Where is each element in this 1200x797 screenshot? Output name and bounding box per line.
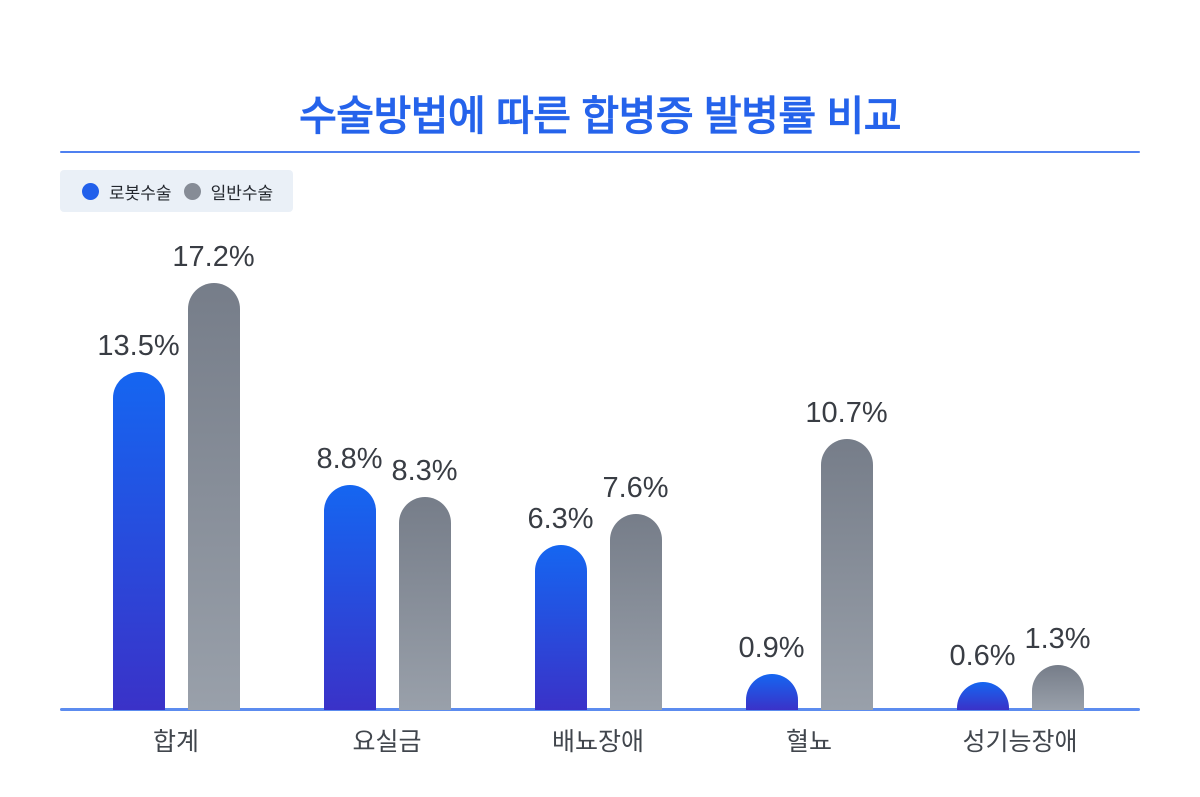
bar-robot bbox=[323, 485, 376, 710]
bar-general bbox=[187, 283, 240, 710]
value-label: 6.3% bbox=[527, 503, 594, 535]
legend-label-robot: 로봇수술 bbox=[109, 183, 172, 203]
bar-robot bbox=[745, 674, 798, 710]
category-label: 합계 bbox=[152, 728, 199, 756]
value-label: 8.8% bbox=[316, 443, 383, 475]
category-label: 혈뇨 bbox=[785, 728, 832, 756]
legend-label-general: 일반수술 bbox=[210, 183, 274, 203]
bar-general bbox=[398, 497, 451, 710]
value-label: 13.5% bbox=[97, 330, 180, 362]
legend-item-general: 일반수술 bbox=[183, 179, 274, 204]
bar-general bbox=[1031, 665, 1084, 710]
bar-robot bbox=[956, 682, 1009, 710]
legend-dot-robot-icon bbox=[82, 182, 99, 200]
value-label: 17.2% bbox=[172, 241, 255, 273]
legend: 로봇수술 일반수술 bbox=[60, 170, 294, 212]
chart-title: 수술방법에 따른 합병증 발병률 비교 bbox=[299, 93, 901, 139]
category-label: 성기능장애 bbox=[962, 728, 1078, 756]
value-label: 0.6% bbox=[949, 640, 1016, 672]
category-label: 배뇨장애 bbox=[551, 728, 644, 756]
x-axis-line bbox=[60, 708, 1140, 711]
value-label: 0.9% bbox=[738, 632, 805, 664]
legend-item-robot: 로봇수술 bbox=[82, 179, 172, 204]
bar-general bbox=[820, 439, 873, 710]
bar-robot bbox=[534, 545, 587, 710]
title-divider bbox=[60, 151, 1140, 153]
category-label: 요실금 bbox=[352, 728, 422, 756]
value-label: 8.3% bbox=[391, 455, 458, 487]
value-label: 10.7% bbox=[805, 397, 888, 429]
bar-general bbox=[609, 514, 662, 710]
value-label: 7.6% bbox=[602, 472, 669, 504]
bar-robot bbox=[112, 372, 165, 710]
legend-dot-general-icon bbox=[183, 182, 201, 200]
value-label: 1.3% bbox=[1024, 623, 1091, 655]
